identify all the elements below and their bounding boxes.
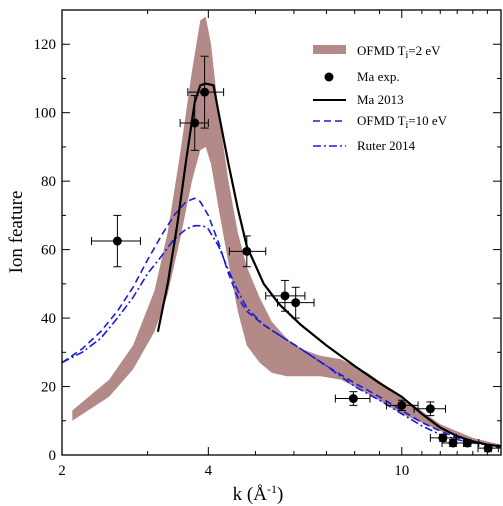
exp-marker-12 [483,443,493,453]
exp-point-9 [429,433,457,443]
y-axis-title: Ion feature [6,191,27,274]
exp-point-2 [187,55,225,129]
series-layer [61,16,502,453]
series-ofmd-ti-2ev-band [72,16,502,449]
legend: OFMD Ti=2 eV Ma exp. Ma 2013 OFMD Ti=10 … [313,43,448,153]
exp-point-3 [228,235,267,268]
exp-marker-5 [291,298,301,308]
exp-point-7 [385,399,419,411]
y-tick-label-80: 80 [41,174,56,190]
plot-frame [61,9,502,456]
legend-swatch-ofmd2 [313,45,346,54]
exp-marker-9 [438,433,448,443]
legend-label-ma2013: Ma 2013 [357,92,404,107]
exp-marker-8 [425,404,435,414]
y-tick-label-40: 40 [41,311,56,327]
legend-label-exp: Ma exp. [357,69,400,84]
x-tick-label-10: 10 [394,463,409,479]
exp-marker-0 [112,236,122,246]
x-tick-label-4: 4 [205,463,213,479]
exp-marker-11 [462,438,472,448]
legend-label-ofmd10: OFMD Ti=10 eV [357,113,448,131]
exp-point-12 [477,443,499,453]
x-axis-title: k (Å-1) [233,482,284,505]
exp-point-1 [179,95,209,151]
exp-marker-2 [200,87,210,97]
y-tick-label-60: 60 [41,243,56,259]
exp-point-6 [334,391,371,406]
axes: 0 20 40 60 80 100 120 2 4 10 [34,9,502,479]
exp-marker-6 [348,394,358,404]
exp-marker-3 [242,246,252,256]
y-tick-label-0: 0 [49,448,57,464]
exp-point-4 [265,279,306,312]
exp-point-5 [276,286,315,319]
legend-label-ruter: Ruter 2014 [357,138,416,153]
exp-point-0 [91,214,141,268]
legend-label-ofmd2: OFMD Ti=2 eV [357,43,441,61]
exp-marker-4 [280,291,290,301]
legend-marker-exp [324,72,334,82]
exp-marker-7 [397,400,407,410]
exp-marker-1 [190,118,200,128]
plot-area [62,10,501,455]
exp-point-11 [455,438,480,448]
y-tick-label-100: 100 [34,106,57,122]
series-ofmd-ti-10ev-line [61,197,502,449]
x-tick-label-2: 2 [58,463,66,479]
y-tick-label-120: 120 [34,37,57,53]
series-ruter-2014-line [61,224,502,448]
exp-point-8 [413,401,446,417]
y-tick-label-20: 20 [41,380,56,396]
